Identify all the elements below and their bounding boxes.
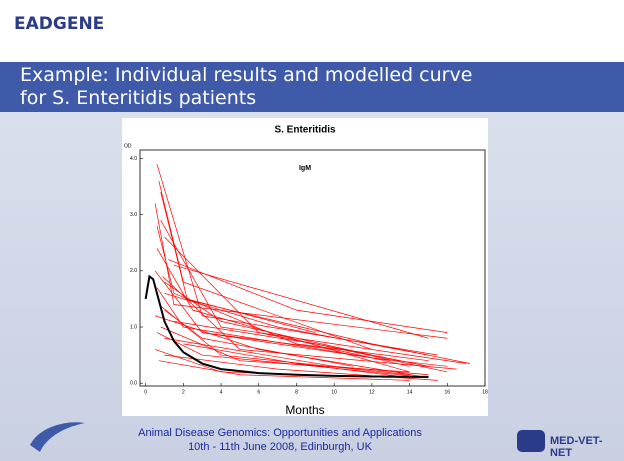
x-tick-label: 18 bbox=[482, 389, 488, 395]
x-tick-label: 0 bbox=[144, 389, 147, 395]
series-line bbox=[173, 264, 429, 339]
series-line bbox=[156, 332, 429, 378]
x-tick-label: 10 bbox=[331, 389, 337, 395]
series-line bbox=[202, 332, 448, 367]
series-line bbox=[156, 287, 391, 362]
x-tick-label: 12 bbox=[369, 389, 375, 395]
series-line bbox=[156, 248, 410, 373]
title-band bbox=[0, 62, 624, 112]
series-line bbox=[164, 292, 429, 356]
series-line bbox=[160, 192, 316, 333]
x-tick-label: 14 bbox=[407, 389, 413, 395]
x-tick-label: 6 bbox=[257, 389, 260, 395]
x-tick-label: 4 bbox=[220, 389, 223, 395]
y-axis-label: OD bbox=[124, 143, 132, 149]
slide-title: for S. Enteritidis patients bbox=[20, 87, 257, 109]
x-tick-label: 2 bbox=[182, 389, 185, 395]
mvn-icon bbox=[517, 430, 545, 452]
series-line bbox=[158, 360, 410, 381]
series-line bbox=[158, 180, 373, 350]
series-line bbox=[144, 274, 429, 379]
y-tick-label: 0.0 bbox=[130, 381, 137, 387]
series-line bbox=[162, 276, 457, 370]
footer-text: 10th - 11th June 2008, Edinburgh, UK bbox=[188, 441, 372, 453]
y-tick-label: 3.0 bbox=[130, 212, 137, 218]
x-tick-label: 8 bbox=[295, 389, 298, 395]
footer-text: Animal Disease Genomics: Opportunities a… bbox=[138, 427, 422, 439]
series-line bbox=[183, 298, 470, 364]
x-axis-label: Months bbox=[285, 403, 324, 417]
plot-frame bbox=[139, 149, 486, 387]
series-line bbox=[164, 337, 429, 376]
y-tick-label: 2.0 bbox=[130, 268, 137, 274]
series-line bbox=[154, 315, 429, 378]
header bbox=[0, 0, 624, 62]
series-line bbox=[168, 259, 448, 333]
chart-title: S. Enteritidis bbox=[274, 125, 336, 136]
logo: EADGENE bbox=[14, 14, 105, 34]
series-line bbox=[160, 220, 467, 364]
y-tick-label: 1.0 bbox=[130, 324, 137, 330]
logo-swoosh bbox=[30, 422, 85, 452]
series-line bbox=[173, 321, 448, 373]
series-line bbox=[183, 343, 410, 378]
y-tick-label: 4.0 bbox=[130, 156, 137, 162]
series-line bbox=[156, 225, 429, 362]
slide-title: Example: Individual results and modelled… bbox=[20, 64, 473, 86]
series-line bbox=[154, 203, 448, 339]
annotation: IgM bbox=[299, 165, 311, 172]
x-tick-label: 16 bbox=[445, 389, 451, 395]
footer-logo: MED-VET-NET bbox=[550, 435, 603, 459]
series-line bbox=[164, 281, 429, 367]
